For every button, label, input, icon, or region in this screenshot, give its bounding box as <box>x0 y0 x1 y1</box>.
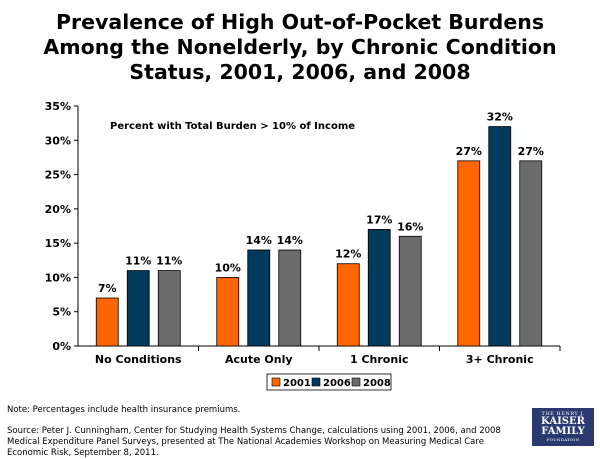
data-label: 11% <box>125 255 151 268</box>
y-tick-label: 0% <box>52 340 71 353</box>
bar-2001 <box>336 263 360 347</box>
bar-2008 <box>278 249 302 347</box>
bar-2006 <box>367 229 391 347</box>
y-tick-label: 20% <box>45 203 71 216</box>
title-line-2: Among the Nonelderly, by Chronic Conditi… <box>43 35 557 59</box>
data-label: 27% <box>456 145 482 158</box>
category-label: No Conditions <box>95 353 182 366</box>
title-line-3: Status, 2001, 2006, and 2008 <box>129 60 471 84</box>
data-label: 17% <box>366 213 392 226</box>
y-tick-label: 5% <box>52 306 71 319</box>
bar-2001 <box>95 297 119 347</box>
legend-label: 2001 <box>283 378 311 389</box>
chart-title: Prevalence of High Out-of-Pocket Burdens… <box>20 10 580 85</box>
data-label: 32% <box>487 111 513 124</box>
bar-2008 <box>519 160 543 347</box>
y-tick-label: 10% <box>45 271 71 284</box>
legend-swatch-2006 <box>311 377 321 387</box>
bar-2001 <box>457 160 481 347</box>
logo-line-1: THE HENRY J. <box>541 411 585 417</box>
y-tick-label: 35% <box>45 100 71 113</box>
data-label: 14% <box>277 234 303 247</box>
bar-2006 <box>126 270 150 347</box>
chart-annotation: Percent with Total Burden > 10% of Incom… <box>110 121 355 132</box>
data-label: 12% <box>335 248 361 261</box>
bar-2001 <box>216 277 240 347</box>
footnote: Note: Percentages include health insuran… <box>7 405 241 415</box>
bar-2006 <box>247 249 271 347</box>
logo-line-3: FAMILY <box>541 426 585 437</box>
data-label: 7% <box>98 282 117 295</box>
data-label: 14% <box>246 234 272 247</box>
category-label: 1 Chronic <box>350 353 409 366</box>
data-label: 11% <box>156 255 182 268</box>
y-tick-label: 15% <box>45 237 71 250</box>
data-label: 16% <box>397 220 423 233</box>
logo-line-4: FOUNDATION <box>546 437 580 442</box>
bar-2008 <box>157 270 181 347</box>
kaiser-logo: THE HENRY J. KAISER FAMILY FOUNDATION <box>532 408 594 446</box>
legend-swatch-2008 <box>351 377 361 387</box>
legend-label: 2006 <box>323 378 351 389</box>
legend-swatch-2001 <box>271 377 281 387</box>
bar-chart: 0% 5% 10% 15% 20% 25% 30% 35% Percent with Total… <box>45 100 561 391</box>
data-label: 27% <box>518 145 544 158</box>
source-text: Source: Peter J. Cunningham, Center for … <box>7 426 501 458</box>
title-line-1: Prevalence of High Out-of-Pocket Burdens <box>55 10 545 34</box>
data-label: 10% <box>215 261 241 274</box>
bar-2008 <box>398 235 422 347</box>
logo-line-2: KAISER <box>541 416 585 427</box>
bar-2006 <box>488 126 512 347</box>
y-tick-label: 30% <box>45 134 71 147</box>
legend-label: 2008 <box>363 378 391 389</box>
category-label: Acute Only <box>225 353 293 366</box>
category-label: 3+ Chronic <box>466 353 534 366</box>
y-tick-label: 25% <box>45 169 71 182</box>
